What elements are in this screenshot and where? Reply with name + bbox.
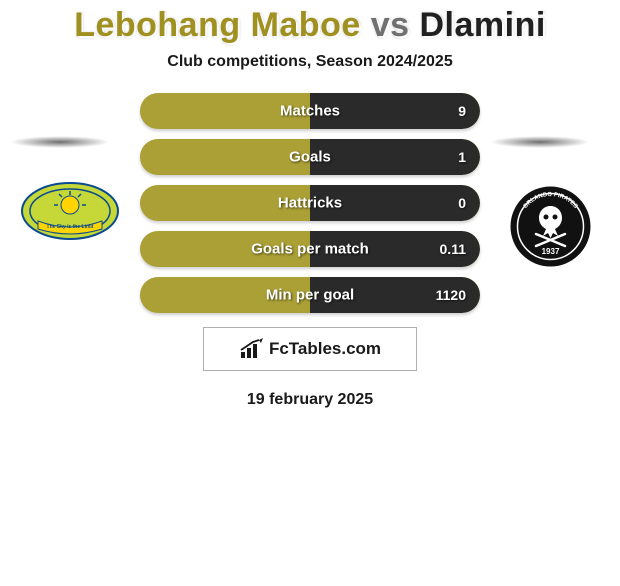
player1-shadow [10, 136, 110, 148]
date-line: 19 february 2025 [0, 391, 620, 409]
player2-name: Dlamini [419, 6, 545, 44]
svg-text:The Sky is the Limit: The Sky is the Limit [47, 224, 94, 230]
stat-label: Matches [280, 103, 340, 120]
stat-rows: Matches 9 Goals 1 Hattricks 0 Goals per match 0… [140, 93, 480, 313]
sundowns-badge-icon: The Sky is the Limit [20, 181, 120, 241]
vs-label: vs [371, 6, 410, 44]
stat-label: Goals per match [251, 241, 369, 258]
stat-label: Goals [289, 149, 331, 166]
subtitle: Club competitions, Season 2024/2025 [0, 53, 620, 71]
stat-row: Matches 9 [140, 93, 480, 129]
brand-chart-icon [239, 338, 265, 360]
stat-row: Hattricks 0 [140, 185, 480, 221]
stat-row: Goals per match 0.11 [140, 231, 480, 267]
pirates-badge-icon: 1937 ORLANDO PIRATES [508, 184, 593, 269]
stat-row: Goals 1 [140, 139, 480, 175]
stat-value-right: 1120 [436, 287, 466, 303]
stat-value-right: 0.11 [440, 241, 466, 257]
club-right-badge: 1937 ORLANDO PIRATES [500, 184, 600, 269]
club-left-badge: The Sky is the Limit [20, 181, 120, 241]
stat-label: Hattricks [278, 195, 342, 212]
stat-bar-right [310, 139, 480, 175]
player1-name: Lebohang Maboe [74, 6, 361, 44]
stat-row: Min per goal 1120 [140, 277, 480, 313]
brand-text: FcTables.com [269, 339, 381, 359]
page-title: Lebohang Maboe vs Dlamini [0, 6, 620, 45]
stat-value-right: 0 [458, 195, 466, 211]
stat-value-right: 9 [458, 103, 466, 119]
player2-shadow [490, 136, 590, 148]
brand-box[interactable]: FcTables.com [203, 327, 417, 371]
stat-label: Min per goal [266, 287, 354, 304]
svg-text:1937: 1937 [541, 247, 559, 256]
stat-value-right: 1 [458, 149, 466, 165]
stat-bar-left [140, 139, 310, 175]
